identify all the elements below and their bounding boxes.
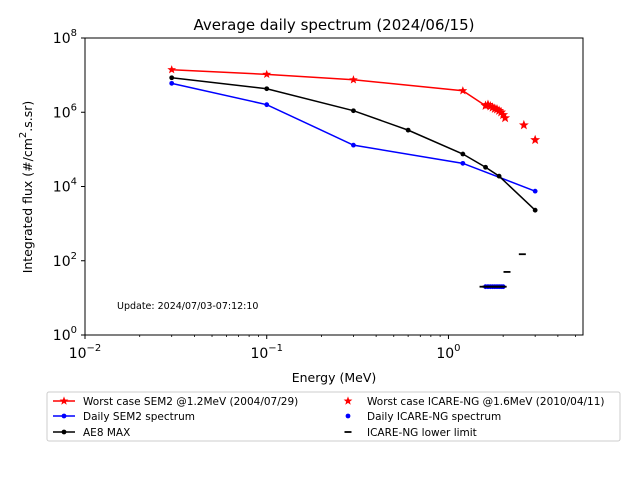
series-5 xyxy=(479,253,526,288)
data-point xyxy=(480,100,491,110)
y-tick-label: 104 xyxy=(53,177,77,196)
data-point xyxy=(532,207,538,213)
legend-label: ICARE-NG lower limit xyxy=(367,427,477,439)
data-point xyxy=(262,69,272,79)
plot-frame xyxy=(84,37,584,336)
y-axis-ticks: 100 102 104 106 108 xyxy=(53,28,85,344)
data-point xyxy=(494,105,505,115)
y-axis-label: Integrated flux (#/cm2.s.sr) xyxy=(18,101,35,274)
data-point xyxy=(496,173,502,179)
data-point xyxy=(264,86,270,92)
y-axis-label-sup: 2 xyxy=(18,132,29,138)
data-point xyxy=(405,127,411,133)
legend-frame xyxy=(46,391,621,442)
data-point xyxy=(264,102,270,108)
series-line xyxy=(171,68,486,107)
update-annotation: Update: 2024/07/03-07:12:10 xyxy=(117,301,258,312)
data-point xyxy=(500,112,511,123)
series-1 xyxy=(480,99,541,145)
data-point xyxy=(169,80,175,86)
y-axis-label-pre: Integrated flux (#/cm xyxy=(20,138,35,273)
legend-item: AE8 MAX xyxy=(53,427,130,439)
data-point xyxy=(492,104,502,114)
y-tick-label: 100 xyxy=(53,325,77,344)
data-point xyxy=(518,119,529,130)
series-line xyxy=(171,77,536,211)
data-point xyxy=(458,86,468,95)
legend-label: Daily SEM2 spectrum xyxy=(83,411,195,423)
series-4 xyxy=(169,75,538,213)
x-axis-label: Energy (MeV) xyxy=(292,370,377,385)
data-point xyxy=(483,99,493,109)
legend: Worst case SEM2 @1.2MeV (2004/07/29) Dail… xyxy=(46,391,621,442)
y-axis-label-post: .s.sr) xyxy=(20,101,35,132)
legend-label: Worst case ICARE-NG @1.6MeV (2010/04/11) xyxy=(367,396,605,408)
legend-marker xyxy=(343,396,353,405)
series-0 xyxy=(167,65,490,110)
y-tick-label: 108 xyxy=(53,28,77,47)
legend-item: ICARE-NG lower limit xyxy=(344,427,477,439)
data-point xyxy=(483,164,488,170)
legend-item: Worst case SEM2 @1.2MeV (2004/07/29) xyxy=(53,396,298,408)
legend-label: AE8 MAX xyxy=(83,427,130,439)
x-axis-ticks: 10−2 10−1 100 xyxy=(69,335,576,362)
data-point xyxy=(487,102,498,112)
data-point xyxy=(351,108,356,114)
data-point xyxy=(460,160,466,166)
legend-items: Worst case SEM2 @1.2MeV (2004/07/29) Dail… xyxy=(53,396,605,439)
legend-marker xyxy=(59,396,69,405)
legend-item: Daily SEM2 spectrum xyxy=(53,411,195,423)
x-tick-label: 10−2 xyxy=(69,343,102,362)
x-tick-label: 100 xyxy=(436,343,460,362)
data-point xyxy=(530,134,541,145)
legend-marker xyxy=(61,429,67,435)
legend-label: Daily ICARE-NG spectrum xyxy=(367,411,501,423)
legend-marker xyxy=(61,413,67,419)
legend-item: Daily ICARE-NG spectrum xyxy=(345,411,501,423)
data-point xyxy=(351,142,356,148)
legend-marker xyxy=(345,413,351,419)
y-tick-label: 102 xyxy=(53,251,77,270)
data-point xyxy=(169,75,175,81)
data-point xyxy=(496,107,507,117)
chart-title: Average daily spectrum (2024/06/15) xyxy=(194,16,475,34)
series-layer xyxy=(167,65,541,290)
data-point xyxy=(532,188,538,194)
series-line xyxy=(171,82,536,192)
legend-label: Worst case SEM2 @1.2MeV (2004/07/29) xyxy=(83,396,298,408)
plot-area: 10−2 10−1 100 100 102 104 106 108 xyxy=(53,28,584,362)
data-point xyxy=(460,151,466,157)
series-2 xyxy=(169,80,538,194)
data-point xyxy=(167,65,177,74)
data-point xyxy=(498,109,509,120)
data-point xyxy=(349,75,358,84)
legend-item: Worst case ICARE-NG @1.6MeV (2010/04/11) xyxy=(343,396,605,408)
y-tick-label: 106 xyxy=(53,102,77,121)
x-tick-label: 10−1 xyxy=(250,343,283,362)
